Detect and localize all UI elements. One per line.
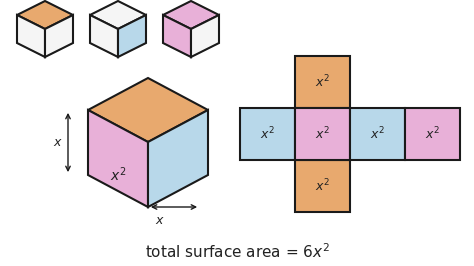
Bar xyxy=(405,108,460,160)
Text: $x^2$: $x^2$ xyxy=(110,166,126,184)
Text: $x^2$: $x^2$ xyxy=(425,126,440,142)
Text: $x^2$: $x^2$ xyxy=(315,74,330,90)
Bar xyxy=(295,56,350,108)
Text: $x^2$: $x^2$ xyxy=(370,126,385,142)
Text: $x$: $x$ xyxy=(155,214,165,227)
Polygon shape xyxy=(163,1,219,29)
Bar xyxy=(295,108,350,160)
Bar xyxy=(295,160,350,212)
Bar xyxy=(350,108,405,160)
Bar xyxy=(240,108,295,160)
Polygon shape xyxy=(90,1,146,29)
Polygon shape xyxy=(148,110,208,207)
Text: total surface area = 6$x^2$: total surface area = 6$x^2$ xyxy=(145,243,329,261)
Polygon shape xyxy=(88,78,208,142)
Text: $x^2$: $x^2$ xyxy=(260,126,275,142)
Polygon shape xyxy=(45,15,73,57)
Polygon shape xyxy=(88,110,148,207)
Polygon shape xyxy=(17,1,73,29)
Text: $x^2$: $x^2$ xyxy=(315,178,330,194)
Polygon shape xyxy=(163,15,191,57)
Polygon shape xyxy=(90,15,118,57)
Polygon shape xyxy=(17,15,45,57)
Polygon shape xyxy=(191,15,219,57)
Text: $x$: $x$ xyxy=(53,135,63,148)
Polygon shape xyxy=(118,15,146,57)
Text: $x^2$: $x^2$ xyxy=(315,126,330,142)
